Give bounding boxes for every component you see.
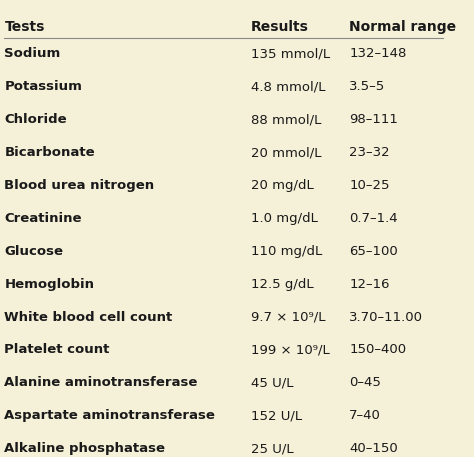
- Text: 88 mmol/L: 88 mmol/L: [251, 113, 321, 126]
- Text: 3.5–5: 3.5–5: [349, 80, 385, 93]
- Text: Results: Results: [251, 20, 309, 34]
- Text: Chloride: Chloride: [4, 113, 67, 126]
- Text: 7–40: 7–40: [349, 409, 381, 422]
- Text: 9.7 × 10⁹/L: 9.7 × 10⁹/L: [251, 310, 325, 324]
- Text: 152 U/L: 152 U/L: [251, 409, 302, 422]
- Text: Potassium: Potassium: [4, 80, 82, 93]
- Text: 25 U/L: 25 U/L: [251, 442, 293, 455]
- Text: Hemoglobin: Hemoglobin: [4, 277, 94, 291]
- Text: Alanine aminotransferase: Alanine aminotransferase: [4, 376, 198, 389]
- Text: 23–32: 23–32: [349, 146, 390, 159]
- Text: Bicarbonate: Bicarbonate: [4, 146, 95, 159]
- Text: 1.0 mg/dL: 1.0 mg/dL: [251, 212, 318, 225]
- Text: 199 × 10⁹/L: 199 × 10⁹/L: [251, 343, 329, 356]
- Text: 12–16: 12–16: [349, 277, 390, 291]
- Text: Alkaline phosphatase: Alkaline phosphatase: [4, 442, 165, 455]
- Text: Creatinine: Creatinine: [4, 212, 82, 225]
- Text: 20 mmol/L: 20 mmol/L: [251, 146, 321, 159]
- Text: 12.5 g/dL: 12.5 g/dL: [251, 277, 313, 291]
- Text: Aspartate aminotransferase: Aspartate aminotransferase: [4, 409, 215, 422]
- Text: Glucose: Glucose: [4, 244, 64, 258]
- Text: 4.8 mmol/L: 4.8 mmol/L: [251, 80, 325, 93]
- Text: 0.7–1.4: 0.7–1.4: [349, 212, 398, 225]
- Text: 20 mg/dL: 20 mg/dL: [251, 179, 313, 192]
- Text: 45 U/L: 45 U/L: [251, 376, 293, 389]
- Text: 65–100: 65–100: [349, 244, 398, 258]
- Text: 98–111: 98–111: [349, 113, 398, 126]
- Text: Platelet count: Platelet count: [4, 343, 110, 356]
- Text: 0–45: 0–45: [349, 376, 381, 389]
- Text: 132–148: 132–148: [349, 48, 407, 60]
- Text: 110 mg/dL: 110 mg/dL: [251, 244, 322, 258]
- Text: Blood urea nitrogen: Blood urea nitrogen: [4, 179, 155, 192]
- Text: 135 mmol/L: 135 mmol/L: [251, 48, 330, 60]
- Text: Normal range: Normal range: [349, 20, 456, 34]
- Text: Sodium: Sodium: [4, 48, 61, 60]
- Text: 40–150: 40–150: [349, 442, 398, 455]
- Text: 10–25: 10–25: [349, 179, 390, 192]
- Text: Tests: Tests: [4, 20, 45, 34]
- Text: 150–400: 150–400: [349, 343, 406, 356]
- Text: White blood cell count: White blood cell count: [4, 310, 173, 324]
- Text: 3.70–11.00: 3.70–11.00: [349, 310, 423, 324]
